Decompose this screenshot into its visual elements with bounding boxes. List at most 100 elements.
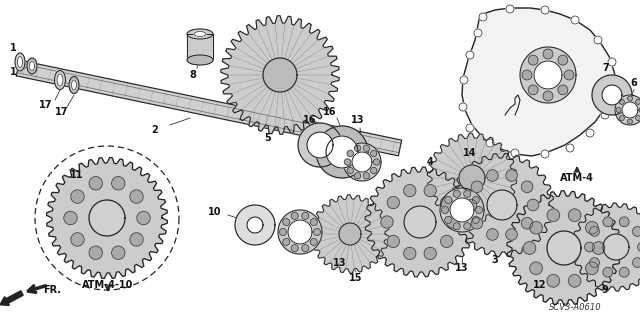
Text: 16: 16: [323, 107, 337, 117]
Circle shape: [373, 159, 380, 165]
Circle shape: [440, 235, 453, 248]
Circle shape: [130, 233, 143, 246]
Circle shape: [310, 219, 317, 226]
Circle shape: [445, 197, 452, 204]
Polygon shape: [615, 95, 640, 125]
Circle shape: [594, 36, 602, 44]
Text: 12: 12: [533, 280, 547, 290]
Circle shape: [558, 55, 568, 65]
Circle shape: [566, 144, 574, 152]
Circle shape: [589, 258, 600, 267]
Circle shape: [89, 246, 102, 259]
Circle shape: [628, 96, 632, 101]
Circle shape: [314, 228, 321, 235]
Ellipse shape: [27, 58, 37, 74]
Circle shape: [486, 229, 498, 240]
Ellipse shape: [29, 62, 35, 70]
Circle shape: [137, 211, 150, 225]
Polygon shape: [602, 85, 622, 105]
Polygon shape: [263, 58, 297, 92]
Circle shape: [301, 212, 308, 219]
Polygon shape: [547, 231, 581, 265]
Polygon shape: [352, 152, 372, 172]
Ellipse shape: [54, 70, 65, 90]
Polygon shape: [235, 205, 275, 245]
Circle shape: [603, 267, 612, 277]
Circle shape: [364, 145, 370, 151]
Text: 17: 17: [39, 100, 52, 110]
Circle shape: [347, 167, 353, 174]
Circle shape: [445, 217, 452, 224]
Circle shape: [89, 177, 102, 190]
Circle shape: [283, 219, 290, 226]
Circle shape: [310, 239, 317, 246]
Circle shape: [459, 103, 467, 111]
Circle shape: [636, 100, 640, 104]
Circle shape: [511, 149, 519, 157]
Circle shape: [585, 242, 595, 252]
Circle shape: [558, 85, 568, 95]
Polygon shape: [440, 188, 484, 232]
Polygon shape: [450, 198, 474, 222]
Circle shape: [571, 16, 579, 24]
Circle shape: [280, 228, 287, 235]
Circle shape: [387, 235, 399, 248]
Circle shape: [472, 217, 479, 224]
Text: 3: 3: [492, 255, 499, 265]
Text: 7: 7: [603, 63, 609, 73]
Circle shape: [530, 262, 542, 275]
Circle shape: [527, 199, 539, 211]
Circle shape: [609, 86, 617, 94]
Circle shape: [632, 258, 640, 267]
Circle shape: [620, 116, 624, 121]
Polygon shape: [288, 220, 312, 244]
Polygon shape: [592, 75, 632, 115]
Circle shape: [530, 221, 542, 234]
Text: 13: 13: [351, 115, 365, 125]
Polygon shape: [451, 153, 554, 256]
Circle shape: [589, 226, 600, 236]
Polygon shape: [343, 143, 381, 181]
Circle shape: [636, 116, 640, 121]
Polygon shape: [428, 133, 516, 223]
Polygon shape: [462, 8, 615, 156]
Ellipse shape: [57, 74, 63, 86]
Circle shape: [424, 184, 436, 197]
Polygon shape: [572, 203, 640, 291]
Polygon shape: [247, 217, 263, 233]
Text: 1: 1: [10, 67, 17, 77]
Circle shape: [620, 217, 629, 227]
Circle shape: [111, 177, 125, 190]
FancyArrow shape: [0, 291, 23, 305]
Circle shape: [637, 242, 640, 252]
Circle shape: [543, 49, 553, 59]
Circle shape: [486, 139, 494, 147]
Circle shape: [568, 275, 581, 287]
Circle shape: [355, 173, 361, 179]
Circle shape: [404, 247, 416, 259]
Circle shape: [506, 5, 514, 13]
Circle shape: [381, 216, 393, 228]
Circle shape: [608, 58, 616, 66]
Circle shape: [291, 212, 298, 219]
Circle shape: [528, 55, 538, 65]
Text: 4: 4: [427, 157, 433, 167]
Circle shape: [442, 206, 449, 213]
Circle shape: [601, 111, 609, 119]
Polygon shape: [459, 165, 485, 191]
Text: 9: 9: [602, 285, 609, 295]
Polygon shape: [603, 234, 629, 260]
Ellipse shape: [187, 29, 213, 39]
Text: ATM-4-10: ATM-4-10: [83, 280, 134, 290]
Circle shape: [465, 199, 477, 211]
Circle shape: [453, 190, 460, 197]
Circle shape: [301, 245, 308, 252]
Polygon shape: [89, 200, 125, 236]
Circle shape: [592, 242, 605, 254]
Circle shape: [586, 129, 594, 137]
Ellipse shape: [187, 55, 213, 65]
Polygon shape: [487, 190, 517, 220]
Ellipse shape: [17, 56, 22, 68]
Circle shape: [460, 76, 468, 84]
Circle shape: [464, 223, 471, 230]
